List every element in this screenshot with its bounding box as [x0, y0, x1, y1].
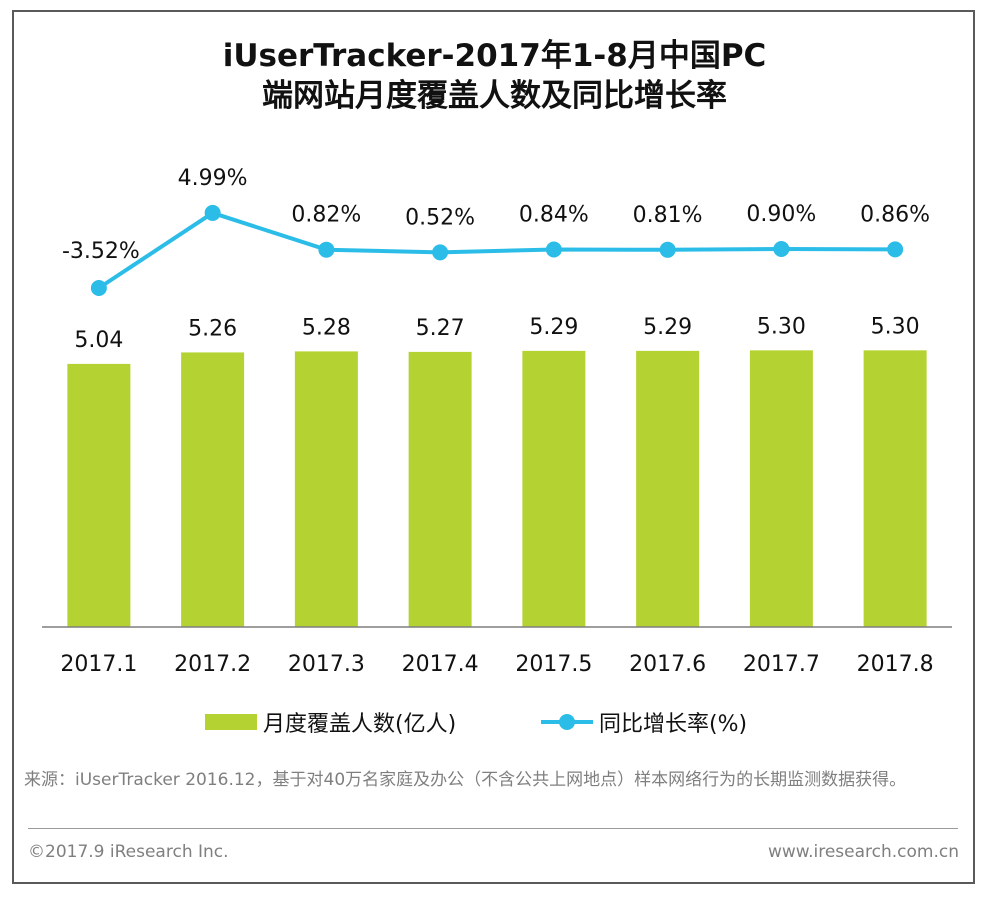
bar-series: 5.04 5.26 5.28 5.27 5.29 5.29 5.30 5.30: [67, 314, 927, 627]
bar-value-label: 5.29: [643, 315, 692, 340]
bar-value-label: 5.04: [74, 328, 123, 353]
growth-rate-point-2017.1: [90, 280, 107, 296]
website-link[interactable]: www.iresearch.com.cn: [767, 842, 959, 862]
x-tick-label: 2017.7: [743, 652, 820, 677]
growth-rate-point-2017.6: [659, 241, 676, 258]
x-tick-label: 2017.5: [515, 652, 592, 677]
growth-rate-line: [97, 210, 896, 290]
growth-rate-point-2017.3: [318, 241, 335, 258]
chart-title-line-1: iUserTracker-2017年1-8月中国PC: [222, 38, 767, 74]
growth-rate-label: -3.52%: [62, 239, 140, 264]
growth-rate-label: 0.52%: [405, 205, 475, 230]
growth-rate-point-2017.2: [204, 204, 221, 221]
bar-2017.5: [522, 350, 586, 627]
source-note: 来源：iUserTracker 2016.12，基于对40万名家庭及办公（不含公…: [24, 770, 907, 790]
growth-rate-point-2017.4: [432, 244, 449, 261]
x-tick-label: 2017.2: [174, 652, 251, 677]
x-tick-label: 2017.1: [60, 652, 137, 677]
bar-2017.3: [294, 351, 358, 627]
x-tick-label: 2017.6: [629, 652, 706, 677]
x-tick-label: 2017.4: [402, 652, 479, 677]
x-tick-label: 2017.8: [857, 652, 934, 677]
growth-rate-point-2017.7: [773, 241, 790, 257]
bar-value-label: 5.26: [188, 316, 237, 341]
x-tick-label: 2017.3: [288, 652, 365, 677]
bar-value-label: 5.30: [871, 314, 920, 339]
bar-2017.6: [636, 350, 700, 627]
growth-rate-label: 0.82%: [291, 203, 361, 228]
chart-title-line-2: 端网站月度覆盖人数及同比增长率: [262, 78, 727, 114]
growth-rate-label: 0.86%: [860, 202, 930, 227]
bar-2017.7: [749, 350, 813, 627]
legend-line-marker-icon: [541, 712, 593, 732]
legend-item-growth: 同比增长率(%): [541, 704, 747, 740]
bar-2017.2: [181, 352, 245, 627]
growth-rate-point-2017.8: [887, 241, 904, 258]
legend: 月度覆盖人数(亿人) 同比增长率(%): [0, 704, 989, 740]
legend-coverage-label: 月度覆盖人数(亿人): [263, 712, 457, 737]
chart-title: iUserTracker-2017年1-8月中国PC 端网站月度覆盖人数及同比增…: [0, 36, 989, 116]
legend-item-coverage: 月度覆盖人数(亿人): [205, 704, 456, 740]
growth-rate-label: 0.81%: [633, 203, 703, 228]
bar-value-label: 5.30: [757, 314, 806, 339]
chart-plot: 5.04 5.26 5.28 5.27 5.29 5.29 5.30 5.30 2017.1 2…: [42, 166, 952, 677]
footer-divider: [28, 828, 958, 829]
bar-value-label: 5.29: [529, 315, 578, 340]
bar-2017.1: [67, 363, 131, 627]
growth-rate-label: 0.90%: [746, 202, 816, 227]
legend-growth-label: 同比增长率(%): [599, 712, 748, 737]
growth-rate-label: 4.99%: [178, 166, 248, 191]
bar-value-label: 5.28: [302, 315, 351, 340]
legend-bar-swatch: [205, 714, 257, 730]
x-axis-tick-labels: 2017.1 2017.2 2017.3 2017.4 2017.5 2017.6 2017…: [60, 652, 933, 677]
growth-rate-point-2017.5: [545, 241, 562, 258]
chart-frame: [12, 10, 975, 884]
growth-rate-label: 0.84%: [519, 203, 589, 228]
bar-2017.4: [408, 351, 472, 627]
growth-rate-series: -3.52% 4.99% 0.82% 0.52% 0.84% 0.81% 0.90% 0.86…: [62, 166, 930, 296]
bar-2017.8: [863, 350, 927, 627]
bar-value-label: 5.27: [416, 316, 465, 341]
copyright: ©2017.9 iResearch Inc.: [28, 842, 229, 862]
